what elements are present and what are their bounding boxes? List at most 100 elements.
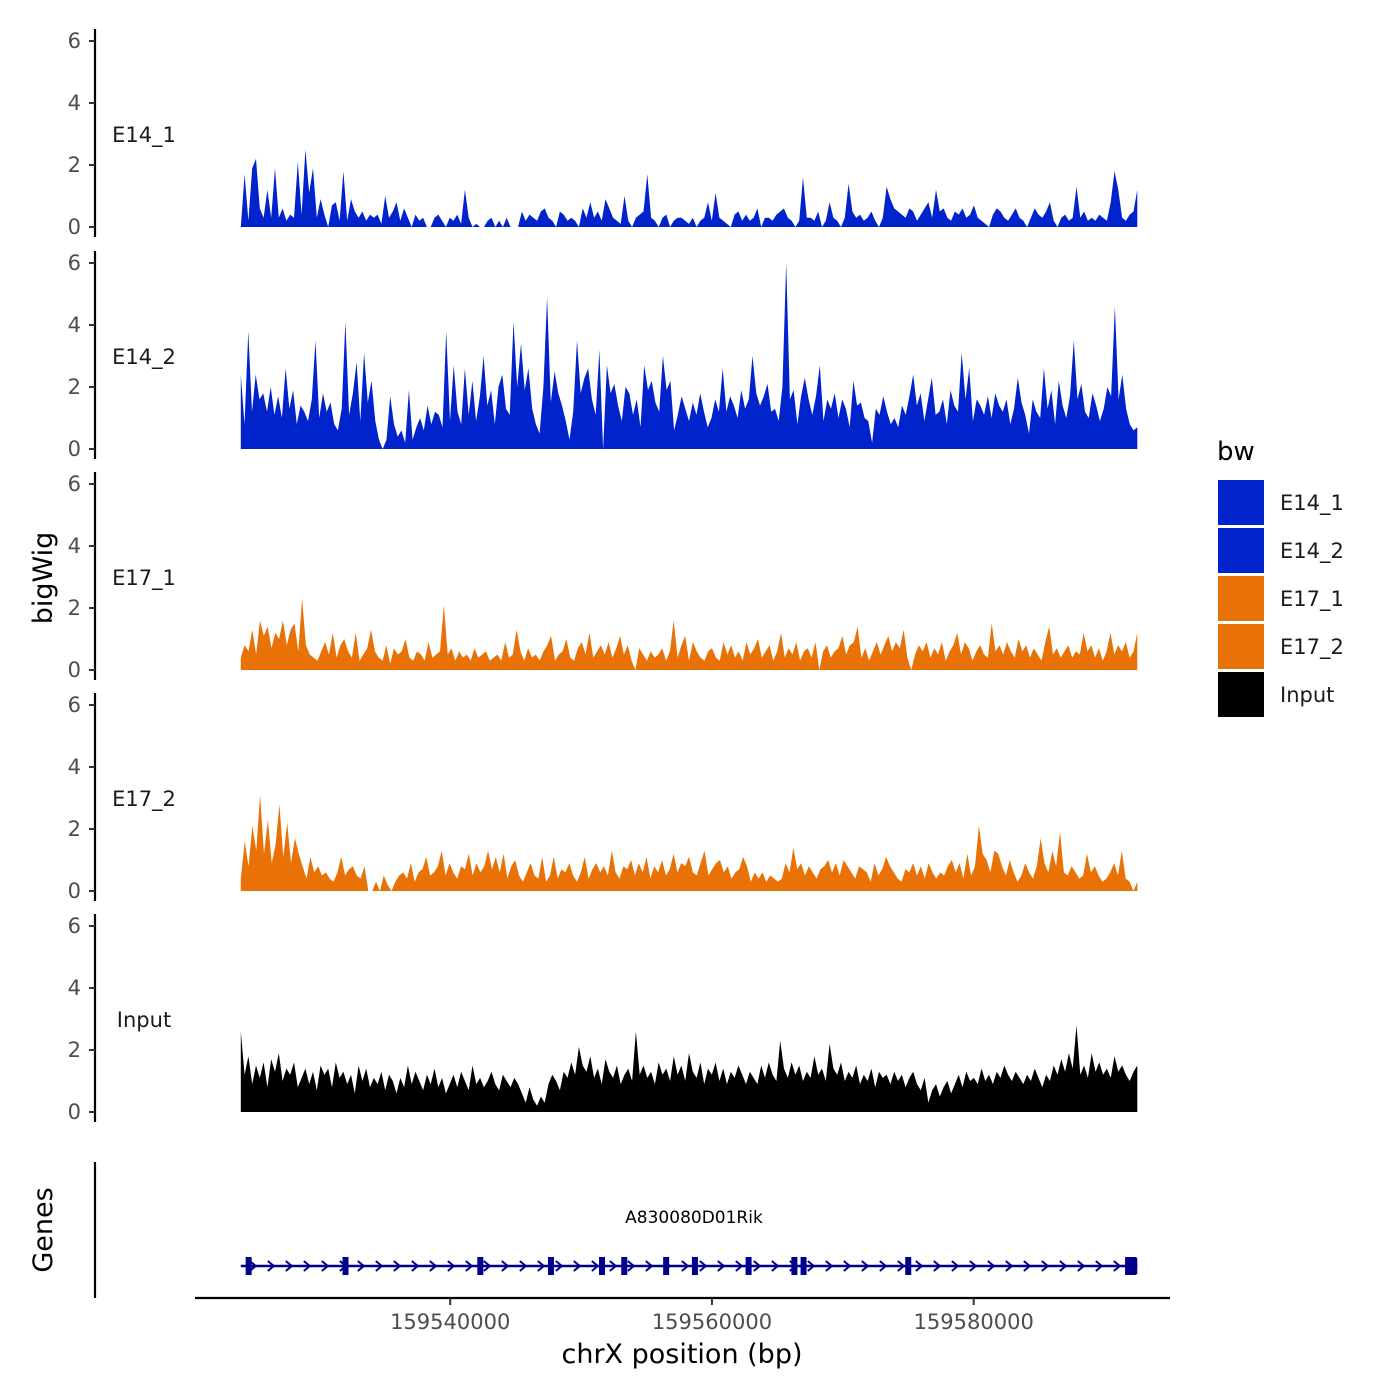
genes-panel-title: Genes xyxy=(28,1187,59,1272)
legend-swatch xyxy=(1218,480,1264,525)
gene-exon xyxy=(791,1257,798,1275)
legend-entry-E14_2: E14_2 xyxy=(1218,528,1344,573)
gene-model xyxy=(240,1257,1138,1275)
strand-arrow xyxy=(1023,1260,1032,1272)
track-panel-E17_2: 0 2 4 6 E17_2 xyxy=(68,693,1138,903)
y-tick-label: 6 xyxy=(68,693,81,717)
y-tick-label: 0 xyxy=(68,879,81,903)
strand-arrow xyxy=(753,1260,762,1272)
legend-swatch xyxy=(1218,672,1264,717)
strand-arrow xyxy=(267,1260,276,1272)
strand-arrow xyxy=(969,1260,978,1272)
signal-area-Input xyxy=(240,1025,1138,1112)
legend-entry-E17_1: E17_1 xyxy=(1218,576,1344,621)
y-tick-label: 4 xyxy=(68,313,81,337)
track-panel-E14_2: 0 2 4 6 E14_2 xyxy=(68,251,1138,461)
strand-arrow xyxy=(1095,1260,1104,1272)
strand-arrow xyxy=(573,1260,582,1272)
strand-arrow xyxy=(537,1260,546,1272)
legend-swatch xyxy=(1218,528,1264,573)
strand-arrow xyxy=(285,1260,294,1272)
strand-arrow xyxy=(555,1260,564,1272)
strand-arrow xyxy=(807,1260,816,1272)
gene-exon xyxy=(905,1257,912,1275)
strand-arrow xyxy=(735,1260,744,1272)
x-axis-ticks: 159540000 159560000 159580000 xyxy=(390,1298,1034,1334)
y-tick-label: 6 xyxy=(68,251,81,275)
strand-arrow xyxy=(393,1260,402,1272)
strand-arrow xyxy=(699,1260,708,1272)
x-tick-label: 159560000 xyxy=(652,1310,772,1334)
legend-entry-E14_1: E14_1 xyxy=(1218,480,1344,525)
gene-exon xyxy=(621,1257,628,1275)
strand-arrow xyxy=(933,1260,942,1272)
genes-panel: Genes A830080D01Rik xyxy=(28,1162,1138,1298)
facet-label-E14_1: E14_1 xyxy=(112,123,176,148)
track-panel-E17_1: 0 2 4 6 E17_1 xyxy=(68,472,1138,682)
strand-arrow xyxy=(897,1260,906,1272)
y-tick-label: 2 xyxy=(68,153,81,177)
strand-arrow xyxy=(861,1260,870,1272)
strand-arrow xyxy=(1041,1260,1050,1272)
track-panel-Input: 0 2 4 6 Input xyxy=(68,914,1138,1124)
signal-area-E17_2 xyxy=(240,794,1138,891)
strand-arrow xyxy=(1113,1260,1122,1272)
gene-exon xyxy=(800,1257,807,1275)
strand-arrow xyxy=(825,1260,834,1272)
y-tick-label: 4 xyxy=(68,91,81,115)
strand-arrow xyxy=(951,1260,960,1272)
y-tick-label: 2 xyxy=(68,375,81,399)
strand-arrow xyxy=(717,1260,726,1272)
strand-arrow xyxy=(411,1260,420,1272)
legend: bw E14_1 E14_2 E17_1 E17_2 Input xyxy=(1217,437,1344,717)
strand-arrow xyxy=(843,1260,852,1272)
y-axis-title: bigWig xyxy=(28,532,59,625)
strand-arrow xyxy=(321,1260,330,1272)
strand-arrow xyxy=(249,1260,258,1272)
strand-arrow xyxy=(987,1260,996,1272)
y-tick-label: 0 xyxy=(68,1100,81,1124)
strand-arrow xyxy=(501,1260,510,1272)
legend-swatch xyxy=(1218,624,1264,669)
strand-arrow xyxy=(519,1260,528,1272)
y-tick-label: 2 xyxy=(68,596,81,620)
x-axis-title: chrX position (bp) xyxy=(561,1339,802,1370)
legend-label: E14_1 xyxy=(1280,491,1344,516)
legend-label: E17_1 xyxy=(1280,587,1344,612)
gene-exon xyxy=(745,1257,752,1275)
x-axis: 159540000 159560000 159580000 chrX positio… xyxy=(195,1296,1170,1370)
strand-arrow xyxy=(465,1260,474,1272)
strand-arrow xyxy=(609,1260,618,1272)
gene-exon xyxy=(547,1257,554,1275)
legend-label: E17_2 xyxy=(1280,635,1344,660)
strand-arrow xyxy=(303,1260,312,1272)
strand-arrow xyxy=(771,1260,780,1272)
strand-arrow xyxy=(627,1260,636,1272)
facet-label-E14_2: E14_2 xyxy=(112,345,176,370)
gene-exon xyxy=(342,1257,349,1275)
legend-title: bw xyxy=(1217,437,1255,467)
x-tick-label: 159580000 xyxy=(914,1310,1034,1334)
legend-swatch xyxy=(1218,576,1264,621)
strand-arrow xyxy=(915,1260,924,1272)
strand-arrow xyxy=(375,1260,384,1272)
y-tick-label: 2 xyxy=(68,1038,81,1062)
y-tick-label: 4 xyxy=(68,755,81,779)
track-panel-E14_1: 0 2 4 6 E14_1 xyxy=(68,29,1138,239)
track-panels: 0 2 4 6 E14_1 0 2 4 6 E14_2 0 2 4 6 E17_1 0 2 4 6 E17_2 0 2 4 6… xyxy=(68,29,1138,1124)
y-tick-label: 4 xyxy=(68,976,81,1000)
y-tick-label: 6 xyxy=(68,29,81,53)
gene-exon xyxy=(599,1257,606,1275)
gene-exon xyxy=(691,1257,698,1275)
strand-arrow xyxy=(1005,1260,1014,1272)
gene-exon-terminal xyxy=(1125,1258,1138,1274)
y-tick-label: 2 xyxy=(68,817,81,841)
strand-arrow xyxy=(879,1260,888,1272)
legend-entry-Input: Input xyxy=(1218,672,1334,717)
signal-area-E17_1 xyxy=(240,598,1138,670)
strand-arrow xyxy=(681,1260,690,1272)
y-tick-label: 6 xyxy=(68,472,81,496)
y-tick-label: 0 xyxy=(68,437,81,461)
legend-entry-E17_2: E17_2 xyxy=(1218,624,1344,669)
